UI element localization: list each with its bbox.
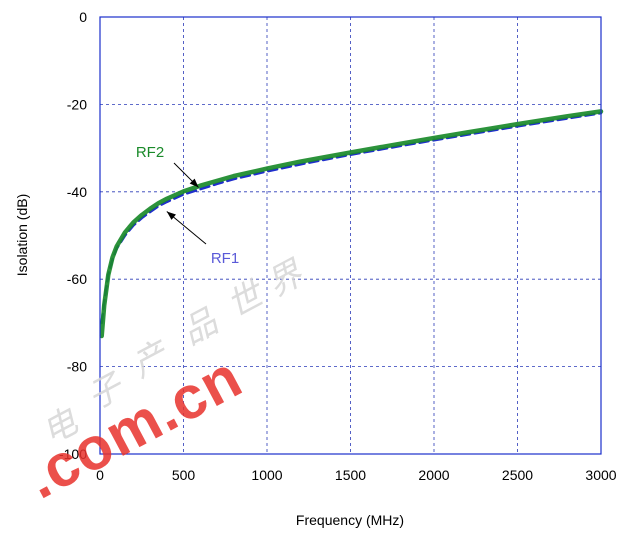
x-tick-label: 500 <box>172 467 196 483</box>
annotations: RF2 RF1 <box>136 144 239 267</box>
x-tick-labels: 0 500 1000 1500 2000 2500 3000 <box>96 467 617 483</box>
y-axis-label: Isolation (dB) <box>14 194 30 276</box>
x-axis-label: Frequency (MHz) <box>296 512 404 528</box>
x-tick-label: 3000 <box>585 467 616 483</box>
y-tick-label: 0 <box>79 9 87 25</box>
x-tick-label: 2000 <box>418 467 449 483</box>
arrowhead-icon <box>166 211 176 220</box>
x-tick-label: 1500 <box>335 467 366 483</box>
watermark-glyph: 界 <box>260 253 311 305</box>
arrowhead-icon <box>189 178 199 188</box>
series-line-rf1 <box>100 111 603 325</box>
plot-frame <box>99 16 602 455</box>
x-tick-label: 0 <box>96 467 104 483</box>
annotation-label-rf2: RF2 <box>136 144 164 161</box>
series-layer <box>99 109 604 339</box>
y-tick-label: -80 <box>67 359 87 375</box>
x-tick-label: 1000 <box>251 467 282 483</box>
y-tick-label: -60 <box>67 271 87 287</box>
y-tick-label: -40 <box>67 184 87 200</box>
y-tick-label: -100 <box>59 446 87 462</box>
annotation-label-rf1: RF1 <box>211 250 239 267</box>
watermark-glyph: 世 <box>220 273 272 326</box>
grid <box>100 17 601 454</box>
series-line-rf2 <box>99 109 604 339</box>
y-tick-labels: 0 -20 -40 -60 -80 -100 <box>59 9 87 462</box>
y-tick-label: -20 <box>67 96 87 112</box>
x-tick-label: 2500 <box>502 467 533 483</box>
